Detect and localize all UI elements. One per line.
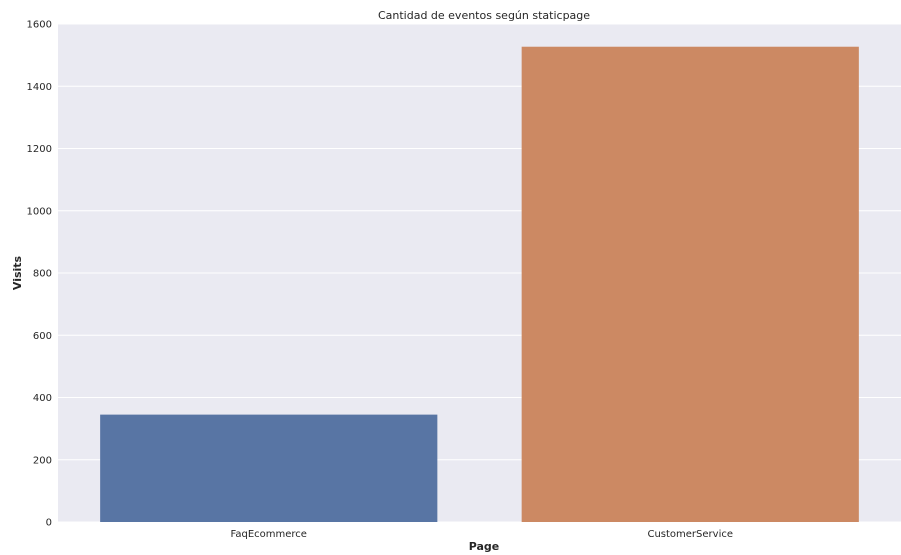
y-tick-label: 1600 — [27, 20, 52, 31]
x-tick-label: FaqEcommerce — [231, 529, 307, 540]
y-tick-labels: 0 200 400 600 800 1000 1200 1400 1600 — [27, 20, 52, 529]
y-tick-label: 0 — [46, 518, 52, 529]
y-tick-label: 1400 — [27, 82, 52, 93]
x-tick-labels: FaqEcommerce CustomerService — [231, 529, 733, 540]
y-tick-label: 800 — [33, 269, 52, 280]
chart-title: Cantidad de eventos según staticpage — [378, 9, 590, 22]
bar-customerservice — [521, 46, 859, 522]
y-tick-label: 1200 — [27, 144, 52, 155]
y-tick-label: 600 — [33, 331, 52, 342]
y-tick-label: 200 — [33, 455, 52, 466]
x-axis-label: Page — [469, 540, 500, 553]
bar-faqecommerce — [100, 414, 438, 522]
y-tick-label: 1000 — [27, 206, 52, 217]
y-axis-label: Visits — [11, 255, 24, 290]
y-tick-label: 400 — [33, 393, 52, 404]
bars — [100, 46, 859, 522]
x-tick-label: CustomerService — [647, 529, 733, 540]
